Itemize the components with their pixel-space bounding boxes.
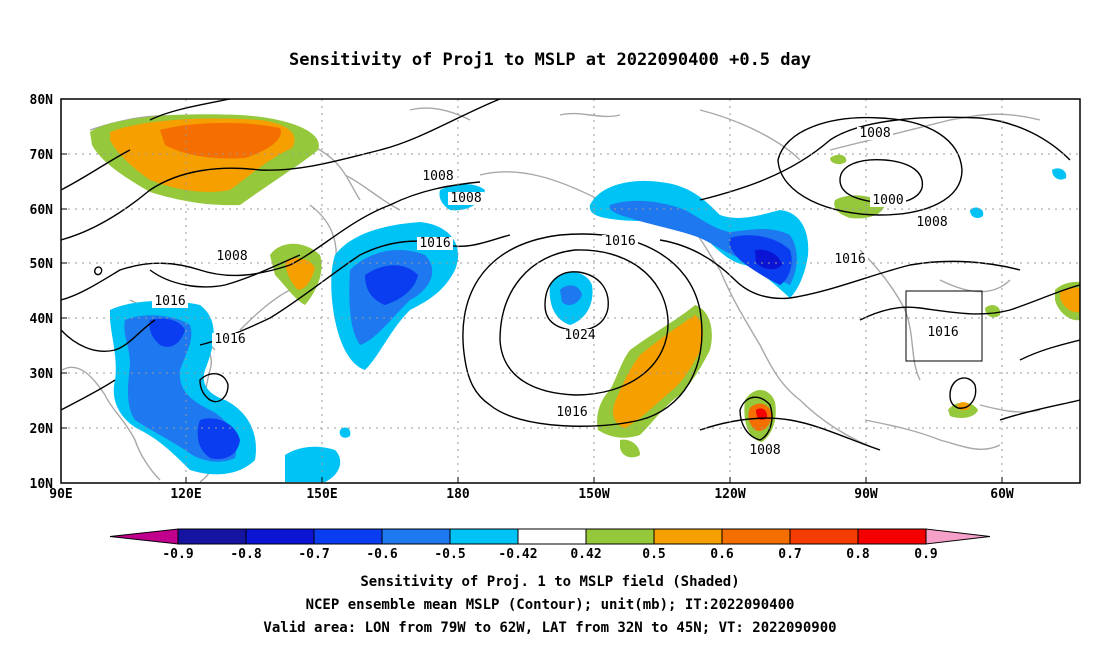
lon-label: 150E <box>306 487 337 502</box>
lon-label: 60W <box>990 487 1014 502</box>
lon-label: 150W <box>578 487 609 502</box>
shaded-sensitivity <box>90 114 1080 482</box>
map-frame <box>60 98 1081 484</box>
colorbar-segment <box>721 528 791 545</box>
contour-label: 1016 <box>419 236 450 251</box>
contour-label: 1008 <box>749 443 780 458</box>
colorbar-segment <box>585 528 655 545</box>
lon-label: 120W <box>714 487 745 502</box>
colorbar: -0.9 -0.8 -0.7 -0.6 -0.5 -0.42 0.42 0.5 0.6 0.7 0.… <box>109 528 991 562</box>
colorbar-label: -0.7 <box>298 547 329 562</box>
colorbar-segment <box>177 528 247 545</box>
contour-label: 1024 <box>564 328 595 343</box>
lon-label: 180 <box>446 487 470 502</box>
colorbar-segment <box>653 528 723 545</box>
colorbar-label: -0.42 <box>498 547 537 562</box>
footer-line-3: Valid area: LON from 79W to 62W, LAT fro… <box>263 620 837 636</box>
colorbar-label: 0.9 <box>914 547 937 562</box>
contour-label: 1008 <box>859 126 890 141</box>
colorbar-segment <box>449 528 519 545</box>
colorbar-label: 0.7 <box>778 547 801 562</box>
colorbar-segment <box>381 528 451 545</box>
contour-label: 1016 <box>604 234 635 249</box>
contour-label: 1008 <box>916 215 947 230</box>
colorbar-label: 0.8 <box>846 547 870 562</box>
lon-label: 120E <box>170 487 201 502</box>
contour-label: 1016 <box>154 294 185 309</box>
colorbar-label: -0.6 <box>366 547 397 562</box>
contour-label: 1008 <box>216 249 247 264</box>
lon-label: 90W <box>854 487 878 502</box>
colorbar-label: -0.5 <box>434 547 465 562</box>
footer-line-2: NCEP ensemble mean MSLP (Contour); unit(… <box>305 597 795 613</box>
colorbar-segment <box>313 528 383 545</box>
contour-label: 1008 <box>422 169 453 184</box>
colorbar-segment <box>245 528 315 545</box>
colorbar-right-arrow <box>925 528 991 545</box>
lat-label: 40N <box>30 312 54 327</box>
colorbar-left-arrow <box>109 528 179 545</box>
colorbar-label: 0.42 <box>570 547 601 562</box>
footer-line-1: Sensitivity of Proj. 1 to MSLP field (Sh… <box>360 574 740 590</box>
colorbar-label: 0.5 <box>642 547 665 562</box>
latitude-labels: 80N 70N 60N 50N 40N 30N 20N 10N <box>30 93 67 492</box>
colorbar-segment <box>789 528 859 545</box>
colorbar-segment <box>517 528 587 545</box>
colorbar-label: -0.8 <box>230 547 261 562</box>
longitude-labels: 90E 120E 150E 180 150W 120W 90W 60W <box>49 477 1014 502</box>
contour-label: 1016 <box>834 252 865 267</box>
contour-label: 1016 <box>927 325 958 340</box>
lat-label: 10N <box>30 477 54 492</box>
contour-label: 1016 <box>214 332 245 347</box>
lat-label: 80N <box>30 93 54 108</box>
lat-label: 70N <box>30 148 54 163</box>
figure-title: Sensitivity of Proj1 to MSLP at 20220904… <box>289 50 811 70</box>
contour-labels: 1008 1008 1008 1016 1016 1016 1016 1024 1016 1008… <box>152 126 961 458</box>
lat-label: 60N <box>30 203 54 218</box>
colorbar-label: -0.9 <box>162 547 193 562</box>
valid-area-box <box>905 290 983 362</box>
contour-label: 1000 <box>872 193 903 208</box>
lon-label: 90E <box>49 487 72 502</box>
contour-label: 1008 <box>450 191 481 206</box>
contour-label: 1016 <box>556 405 587 420</box>
colorbar-segment <box>857 528 927 545</box>
colorbar-label: 0.6 <box>710 547 734 562</box>
lat-label: 20N <box>30 422 54 437</box>
lat-label: 30N <box>30 367 54 382</box>
lat-label: 50N <box>30 257 54 272</box>
